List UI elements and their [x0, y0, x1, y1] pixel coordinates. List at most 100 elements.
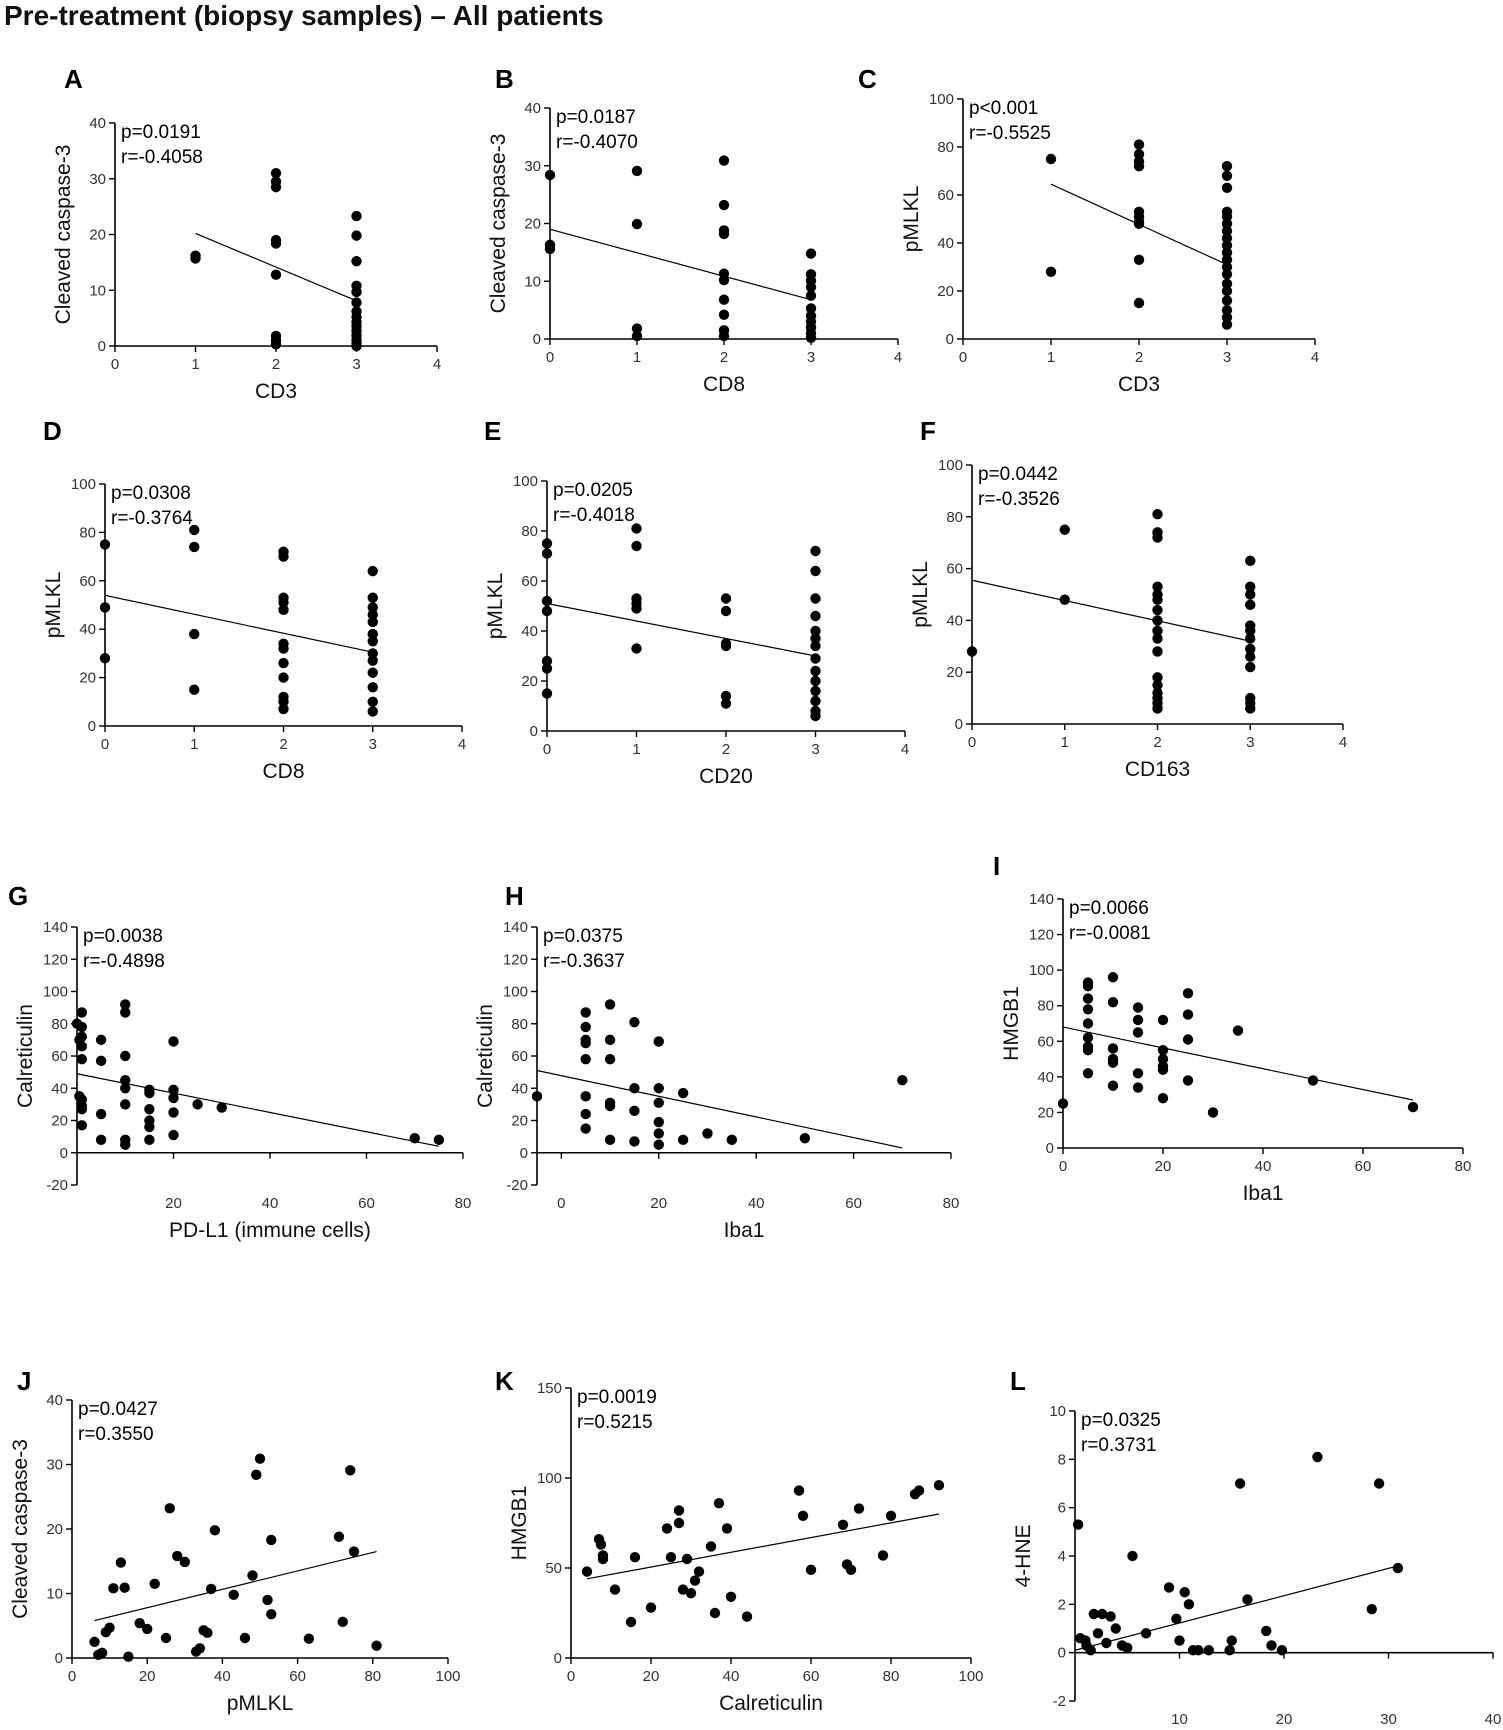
data-point [1366, 1603, 1377, 1615]
data-point [266, 1534, 277, 1546]
chart-panel-j: J 0 10 20 30 40 0 20 40 60 80 100 pMLKL Cleaved caspa… [9, 1366, 461, 1715]
data-point [120, 1099, 131, 1110]
y-tick-label: 20 [51, 1113, 68, 1130]
data-point [278, 551, 289, 562]
stat-annotation: p=0.0442 [978, 464, 1058, 485]
x-tick-label: 4 [1311, 349, 1319, 366]
data-point [631, 603, 642, 614]
data-point [1226, 1635, 1237, 1646]
regression-line [94, 1550, 377, 1622]
data-point [853, 1503, 865, 1514]
x-tick-label: 20 [1276, 1711, 1293, 1728]
data-point [1152, 615, 1163, 626]
stat-annotation: r=-0.4018 [553, 505, 635, 526]
x-tick-label: 1 [190, 736, 198, 753]
y-tick-label: 20 [521, 673, 538, 690]
y-tick-label: 0 [98, 338, 106, 355]
data-point [805, 248, 817, 259]
data-point [689, 1575, 701, 1586]
x-tick-label: 0 [567, 1668, 575, 1685]
panel-letter: B [495, 64, 514, 94]
y-axis-label: pMLKL [42, 572, 65, 639]
stat-annotation: r=-0.4898 [83, 951, 165, 972]
data-point [144, 1104, 155, 1115]
y-axis-label: pMLKL [484, 573, 507, 640]
data-point [1085, 1645, 1096, 1656]
x-axis-label: PD-L1 (immune cells) [169, 1219, 371, 1242]
data-point [1105, 1611, 1116, 1622]
x-tick-label: 0 [968, 734, 976, 751]
data-point [1152, 625, 1163, 636]
panel-letter: F [920, 416, 936, 446]
data-point [741, 1611, 753, 1622]
data-point [1163, 1582, 1175, 1593]
y-tick-label: 100 [1029, 962, 1054, 979]
data-point [810, 640, 821, 652]
stat-annotation: p=0.0375 [543, 926, 623, 947]
y-axis-label: HMGB1 [508, 1486, 531, 1561]
data-point [142, 1623, 153, 1635]
data-point [351, 297, 362, 308]
data-point [303, 1633, 315, 1644]
data-point [1221, 295, 1233, 306]
data-point [653, 1083, 664, 1094]
data-point [1107, 972, 1119, 983]
data-point [1152, 672, 1163, 683]
x-tick-label: 80 [364, 1668, 381, 1685]
data-point [1133, 139, 1145, 150]
data-point [580, 1021, 591, 1033]
stat-annotation: r=-0.0081 [1069, 923, 1151, 944]
data-point [629, 1105, 640, 1117]
x-tick-label: 3 [1223, 349, 1231, 366]
data-point [720, 593, 732, 604]
stat-annotation: r=-0.3764 [111, 508, 193, 529]
data-point [629, 1016, 640, 1028]
data-point [677, 1134, 689, 1146]
regression-line [104, 594, 373, 653]
stat-annotation: r=0.3731 [1081, 1435, 1157, 1456]
data-point [1107, 996, 1119, 1008]
y-tick-label: 20 [524, 216, 541, 233]
data-point [351, 286, 362, 298]
data-point [1234, 1478, 1246, 1489]
data-point [76, 1021, 88, 1033]
chart-panel-d: D 0 20 40 60 80 100 0 1 2 3 4 CD8 pMLKL p=0.0308 r=-0.3… [42, 416, 466, 783]
panel-letter: J [17, 1366, 31, 1396]
data-point [1307, 1075, 1319, 1086]
data-point [805, 290, 817, 301]
data-point [1152, 532, 1163, 543]
data-point [631, 523, 642, 534]
panel-letter: G [8, 881, 28, 911]
data-point [810, 653, 821, 664]
data-point [1221, 182, 1233, 193]
data-point [1221, 285, 1233, 297]
data-point [367, 636, 378, 647]
data-point [351, 340, 362, 352]
data-point [278, 657, 289, 669]
y-axis-label: HMGB1 [1000, 986, 1023, 1061]
regression-line [586, 1513, 940, 1580]
data-point [95, 1134, 107, 1146]
data-point [1132, 1014, 1144, 1026]
data-point [673, 1517, 685, 1529]
data-point [1182, 1075, 1194, 1086]
data-point [718, 228, 730, 240]
y-tick-label: 40 [511, 1080, 528, 1097]
x-tick-label: 40 [1255, 1158, 1272, 1175]
x-tick-label: 40 [1485, 1711, 1502, 1728]
data-point [805, 281, 817, 293]
data-point [189, 541, 200, 553]
y-tick-label: 20 [937, 283, 954, 300]
chart-panel-e: E 0 20 40 60 80 100 0 1 2 3 4 CD20 pMLKL p=0.0205 r=-0.… [484, 416, 909, 788]
data-point [1221, 312, 1233, 323]
y-tick-label: 0 [533, 331, 541, 348]
data-point [718, 294, 730, 305]
data-point [1059, 594, 1070, 605]
y-tick-label: 20 [1037, 1104, 1054, 1121]
x-tick-label: 60 [289, 1668, 306, 1685]
data-point [254, 1453, 266, 1464]
data-point [966, 646, 978, 657]
y-tick-label: 20 [89, 227, 106, 244]
data-point [367, 706, 378, 717]
data-point [1221, 218, 1233, 229]
